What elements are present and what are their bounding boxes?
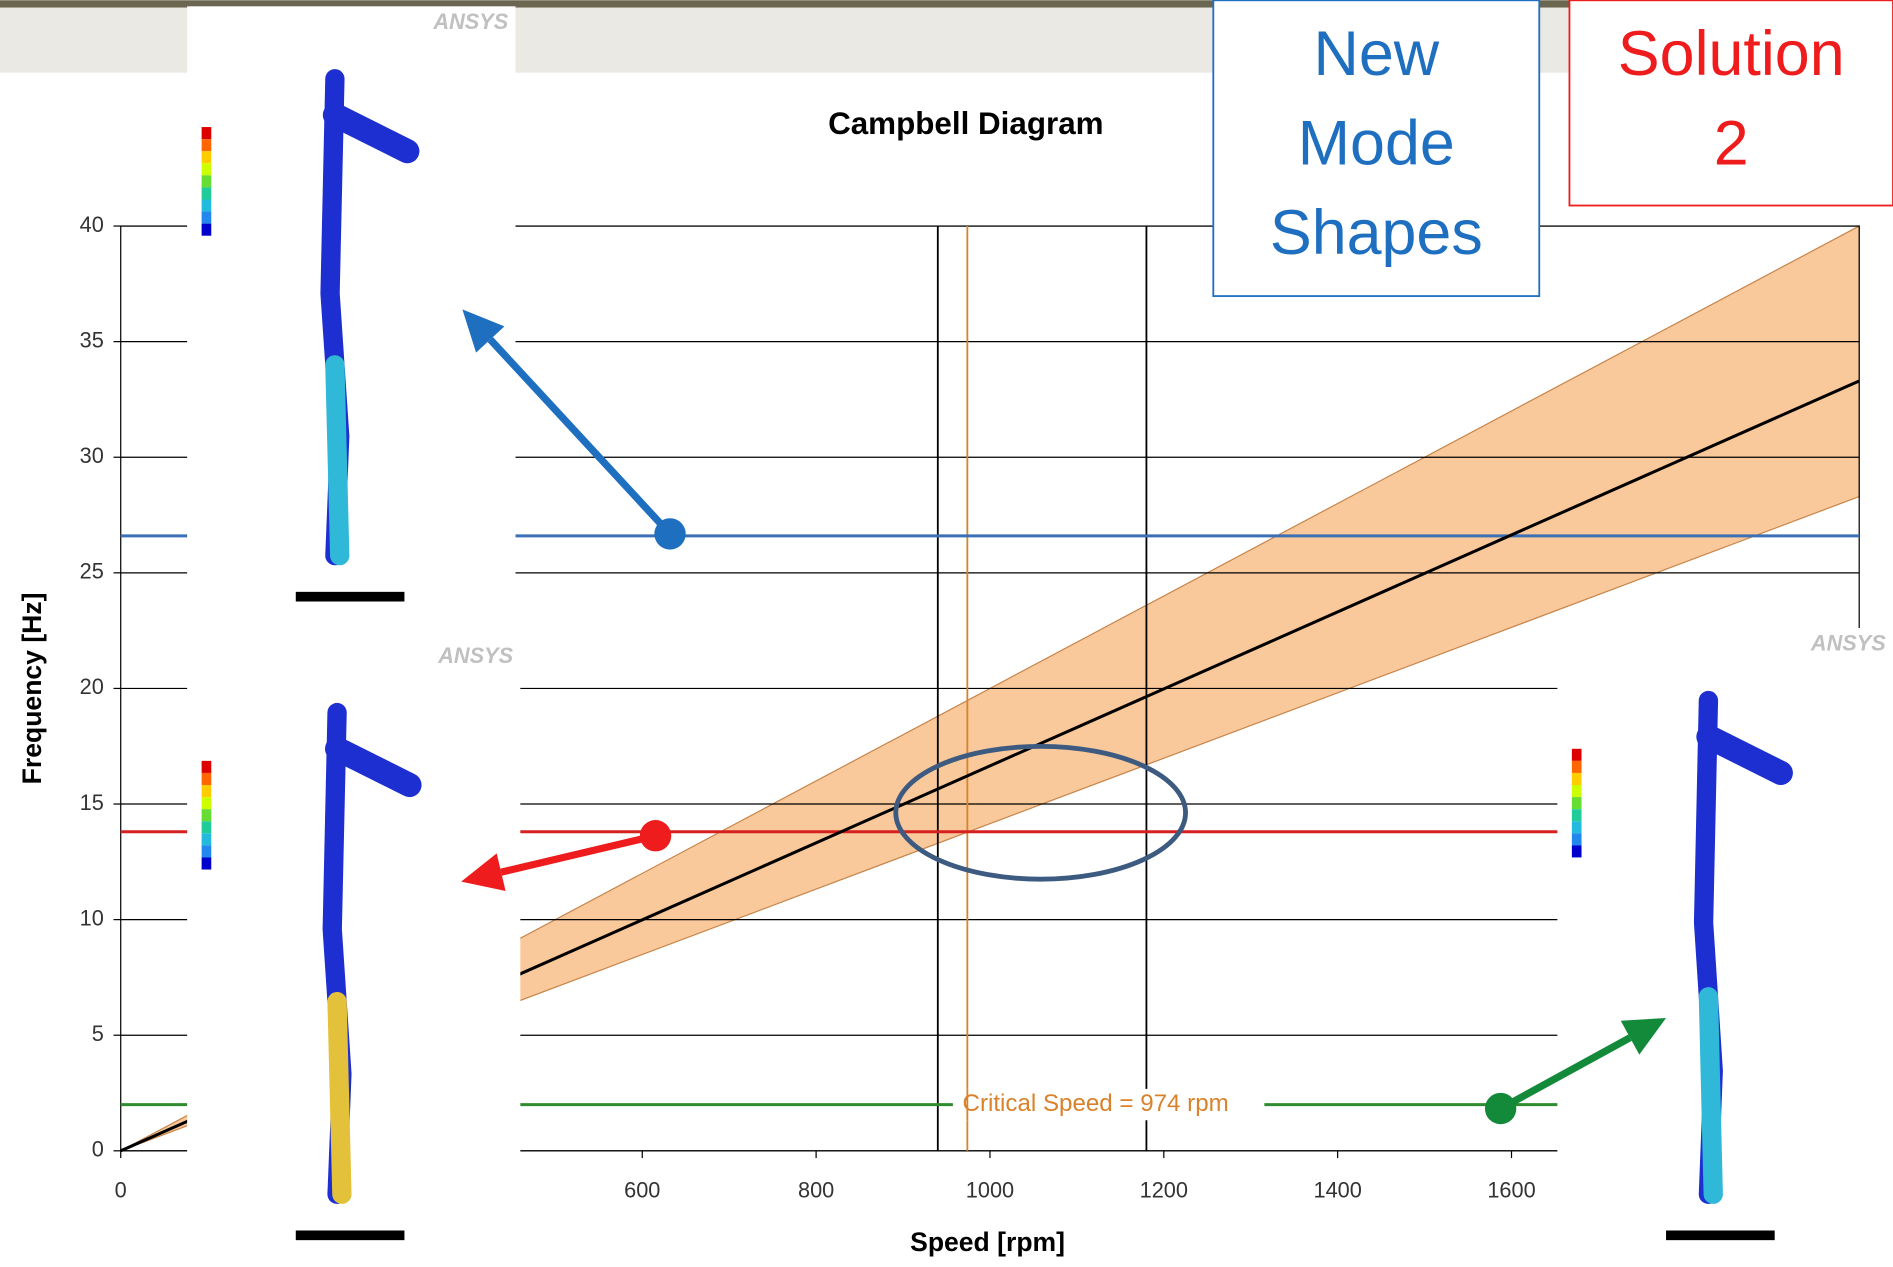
inset-logo: ANSYS [432, 9, 508, 34]
chart-title: Campbell Diagram [828, 106, 1103, 141]
x-tick-label: 1400 [1313, 1178, 1361, 1203]
y-tick-label: 35 [80, 327, 104, 352]
y-axis-label: Frequency [Hz] [17, 593, 47, 785]
legend-swatch [202, 212, 212, 224]
legend-swatch [202, 163, 212, 175]
legend-swatch [202, 127, 212, 139]
legend-swatch [1572, 785, 1582, 797]
legend-swatch [202, 857, 212, 869]
x-tick-label: 800 [798, 1178, 834, 1203]
mode-shape-inset: ANSYS [187, 640, 520, 1267]
y-tick-label: 25 [80, 559, 104, 584]
legend-swatch [202, 833, 212, 845]
legend-swatch [1572, 773, 1582, 785]
legend-swatch [202, 821, 212, 833]
y-tick-label: 30 [80, 443, 104, 468]
arrow-shaft [490, 339, 670, 533]
x-tick-label: 1600 [1487, 1178, 1535, 1203]
legend-swatch [1572, 749, 1582, 761]
inset-logo: ANSYS [437, 643, 513, 668]
legend-swatch [202, 809, 212, 821]
arrow-dot [654, 518, 685, 549]
inset-bg [187, 640, 520, 1267]
legend-swatch [1572, 809, 1582, 821]
legend-swatch [202, 224, 212, 236]
x-tick-label: 1000 [966, 1178, 1014, 1203]
shaft-deformed [1708, 997, 1713, 1195]
x-tick-label: 1200 [1140, 1178, 1188, 1203]
y-tick-label: 0 [92, 1137, 104, 1162]
legend-swatch [202, 187, 212, 199]
legend-swatch [1572, 833, 1582, 845]
legend-swatch [202, 761, 212, 773]
inset-bg [1557, 628, 1893, 1267]
legend-swatch [202, 151, 212, 163]
legend-swatch [1572, 761, 1582, 773]
legend-swatch [202, 175, 212, 187]
legend-swatch [202, 845, 212, 857]
y-tick-label: 15 [80, 790, 104, 815]
chart: 0510152025303540020040060080010001200140… [0, 0, 1893, 1267]
inset-logo: ANSYS [1810, 631, 1886, 656]
arrow-shaft [501, 836, 655, 872]
legend-swatch [202, 797, 212, 809]
scale-bar [1666, 1230, 1775, 1240]
legend-swatch [1572, 797, 1582, 809]
y-tick-label: 5 [92, 1021, 104, 1046]
legend-swatch [202, 139, 212, 151]
arrow-dot [640, 820, 671, 851]
legend-swatch [202, 199, 212, 211]
legend-swatch [202, 773, 212, 785]
page: 0510152025303540020040060080010001200140… [0, 0, 1893, 1267]
shaft-deformed [335, 365, 340, 556]
scale-bar [296, 592, 405, 602]
arrow-dot [1485, 1093, 1516, 1124]
legend-swatch [1572, 845, 1582, 857]
x-tick-label: 0 [115, 1178, 127, 1203]
annotation: Critical Speed = 974 rpm [963, 1090, 1229, 1117]
y-tick-label: 20 [80, 674, 104, 699]
shaft-deformed [337, 1002, 342, 1195]
scale-bar [296, 1230, 405, 1240]
legend-swatch [1572, 821, 1582, 833]
mode-shape-inset: ANSYS [1557, 628, 1893, 1267]
y-tick-label: 40 [80, 212, 104, 237]
y-tick-label: 10 [80, 905, 104, 930]
legend-swatch [202, 785, 212, 797]
x-tick-label: 600 [624, 1178, 660, 1203]
x-axis-label: Speed [rpm] [910, 1227, 1065, 1257]
